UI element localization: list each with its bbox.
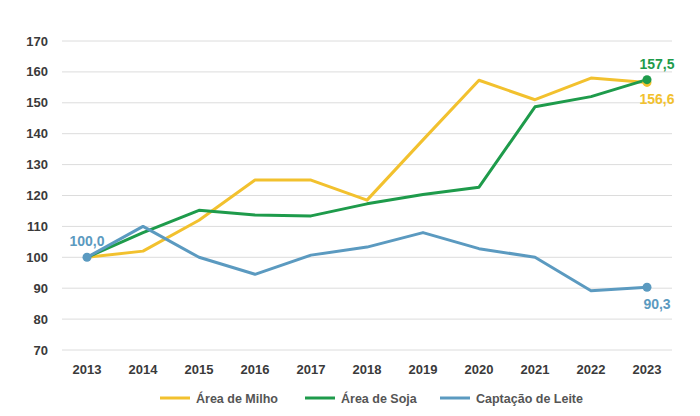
series-line — [87, 80, 647, 258]
y-tick-label: 130 — [26, 157, 48, 172]
y-tick-label: 160 — [26, 64, 48, 79]
data-label: 156,6 — [639, 91, 674, 107]
y-tick-label: 100 — [26, 250, 48, 265]
x-tick-label: 2022 — [577, 362, 606, 377]
x-tick-label: 2016 — [241, 362, 270, 377]
data-label: 100,0 — [69, 233, 104, 249]
chart-svg: 7080901001101201301401501601702013201420… — [0, 0, 700, 416]
plot-marks — [83, 75, 652, 292]
grid-line — [62, 350, 672, 351]
x-tick-label: 2014 — [129, 362, 159, 377]
point-marker — [643, 75, 652, 84]
x-tick-label: 2017 — [297, 362, 326, 377]
legend-swatch — [305, 397, 335, 400]
x-tick-label: 2019 — [409, 362, 438, 377]
y-tick-label: 170 — [26, 34, 48, 49]
legend-label: Área de Soja — [341, 391, 418, 406]
data-label: 90,3 — [643, 296, 670, 312]
y-tick-label: 80 — [34, 312, 48, 327]
chart-container: 7080901001101201301401501601702013201420… — [0, 0, 700, 416]
grid-line — [62, 319, 672, 320]
grid-line — [62, 41, 672, 42]
x-tick-label: 2020 — [465, 362, 494, 377]
x-axis: 2013 2014 2015 2016 2017 2018 2019 2020 2021 2022… — [73, 362, 662, 377]
legend-label: Área de Milho — [196, 391, 278, 406]
page: {"chart_data": { "type": "line", "catego… — [0, 0, 700, 416]
y-tick-label: 70 — [34, 343, 48, 358]
x-tick-label: 2013 — [73, 362, 102, 377]
legend-swatch — [160, 397, 190, 400]
y-tick-label: 90 — [34, 281, 48, 296]
y-tick-label: 150 — [26, 95, 48, 110]
legend: Área de Milho Área de Soja Captação de Lei… — [160, 391, 583, 406]
y-tick-label: 120 — [26, 188, 48, 203]
x-tick-label: 2023 — [633, 362, 662, 377]
series-line — [87, 78, 647, 257]
point-marker — [83, 253, 92, 262]
grid-line — [62, 71, 672, 72]
x-tick-label: 2021 — [521, 362, 550, 377]
grid-line — [62, 133, 672, 134]
y-tick-label: 110 — [27, 219, 48, 234]
grid-line — [62, 226, 672, 227]
grid-line — [62, 164, 672, 165]
point-marker — [643, 283, 652, 292]
grid-line — [62, 288, 672, 289]
legend-swatch — [440, 397, 470, 400]
y-axis: 70 80 90 100 110 120 130 140 150 160 170 — [26, 34, 672, 358]
grid-line — [62, 195, 672, 196]
grid-line — [62, 102, 672, 103]
grid-line — [62, 257, 672, 258]
data-labels: 156,6 157,5 100,0 90,3 — [69, 56, 674, 313]
data-label: 157,5 — [639, 56, 674, 72]
series-line — [87, 226, 647, 290]
legend-label: Captação de Leite — [476, 392, 583, 406]
y-tick-label: 140 — [26, 126, 48, 141]
x-tick-label: 2018 — [353, 362, 382, 377]
x-tick-label: 2015 — [185, 362, 214, 377]
